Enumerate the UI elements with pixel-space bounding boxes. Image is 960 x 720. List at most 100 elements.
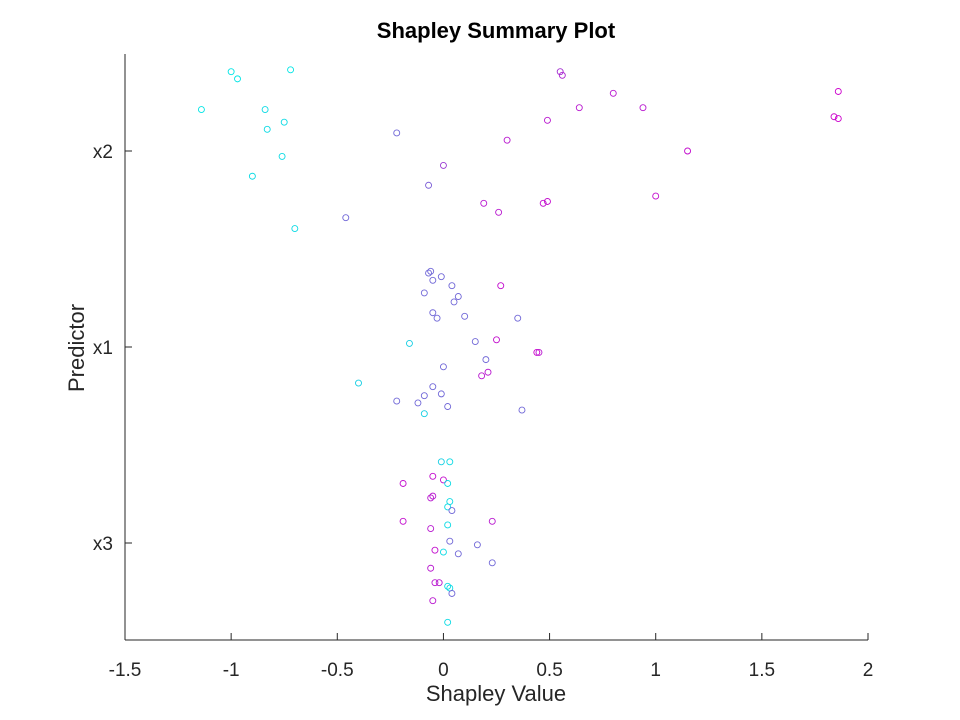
data-point-x1 — [493, 336, 500, 344]
data-point-x3 — [446, 537, 454, 545]
x-tick-label: -1.5 — [109, 660, 142, 681]
data-point-x1 — [393, 397, 401, 405]
data-point-x3 — [454, 550, 462, 558]
data-point-x3 — [437, 458, 445, 466]
data-point-x3 — [444, 618, 452, 626]
x-axis-ticks: -1.5 -1 -0.5 0 0.5 1 1.5 2 — [109, 633, 874, 681]
data-point-x2 — [197, 106, 205, 113]
data-point-x2 — [544, 116, 551, 124]
data-point-x2 — [234, 75, 241, 83]
data-point-x3 — [446, 458, 454, 466]
data-point-x3 — [427, 494, 435, 502]
x-tick-label: 1.5 — [749, 660, 775, 681]
data-point-x2 — [684, 147, 692, 155]
data-point-x3 — [399, 480, 407, 487]
data-point-x2 — [495, 208, 503, 216]
data-point-x3 — [431, 579, 439, 587]
data-point-x1 — [425, 269, 433, 277]
y-axis-ticks: x2 x1 x3 — [93, 142, 132, 555]
data-point-x2 — [439, 161, 447, 169]
data-point-x1 — [533, 348, 541, 356]
data-point-x1 — [414, 399, 422, 407]
data-point-x1 — [518, 406, 526, 414]
x-tick-label: -1 — [223, 660, 240, 681]
data-point-x2 — [263, 125, 271, 133]
data-point-x1 — [420, 392, 428, 400]
data-point-x1 — [429, 383, 437, 391]
data-point-x2 — [652, 192, 660, 200]
y-tick-label-x3: x3 — [93, 534, 113, 555]
chart-title: Shapley Summary Plot — [377, 18, 616, 43]
data-point-x1 — [427, 267, 435, 275]
data-point-x1 — [429, 309, 437, 317]
data-point-x3 — [488, 517, 496, 525]
data-point-x1 — [420, 289, 428, 297]
data-point-x2 — [227, 68, 235, 76]
scatter-points — [197, 66, 842, 626]
data-point-x1 — [497, 282, 505, 290]
data-point-x1 — [482, 356, 490, 364]
data-point-x2 — [291, 225, 299, 232]
data-point-x2 — [639, 104, 647, 112]
data-point-x1 — [433, 314, 441, 322]
data-point-x1 — [406, 339, 413, 347]
data-point-x1 — [484, 368, 492, 376]
data-point-x2 — [287, 66, 295, 74]
data-point-x1 — [437, 273, 445, 281]
data-point-x3 — [444, 480, 452, 487]
data-point-x3 — [427, 525, 435, 533]
x-tick-label: 1 — [650, 660, 661, 681]
y-tick-label-x2: x2 — [93, 142, 113, 163]
data-point-x2 — [575, 104, 583, 112]
data-point-x3 — [429, 597, 437, 605]
data-point-x2 — [539, 199, 547, 207]
data-point-x2 — [393, 129, 401, 137]
x-tick-label: -0.5 — [321, 660, 354, 681]
x-tick-label: 0 — [438, 660, 449, 681]
data-point-x2 — [342, 214, 350, 222]
data-point-x1 — [420, 410, 428, 418]
data-point-x3 — [488, 559, 496, 567]
data-point-x2 — [556, 68, 564, 76]
data-point-x3 — [439, 548, 447, 556]
data-point-x3 — [448, 507, 456, 514]
data-point-x2 — [834, 115, 842, 122]
data-point-x3 — [431, 546, 439, 554]
data-point-x3 — [439, 476, 447, 484]
data-point-x3 — [444, 521, 452, 529]
x-tick-label: 2 — [863, 660, 874, 681]
data-point-x2 — [834, 88, 842, 95]
data-point-x3 — [399, 517, 407, 525]
data-point-x1 — [535, 348, 543, 356]
x-tick-label: 0.5 — [536, 660, 562, 681]
data-point-x2 — [609, 89, 617, 97]
y-axis-label: Predictor — [64, 304, 89, 392]
data-point-x2 — [425, 181, 433, 189]
data-point-x1 — [444, 403, 452, 410]
data-point-x2 — [261, 106, 269, 113]
data-point-x3 — [448, 590, 456, 597]
data-point-x1 — [355, 379, 362, 387]
data-point-x1 — [429, 276, 437, 284]
data-point-x3 — [473, 541, 481, 549]
data-point-x1 — [450, 298, 458, 306]
data-point-x3 — [429, 472, 437, 480]
y-tick-label-x1: x1 — [93, 338, 113, 359]
data-point-x1 — [437, 390, 445, 398]
data-point-x1 — [461, 312, 469, 320]
data-point-x3 — [435, 579, 443, 587]
data-point-x2 — [480, 199, 488, 207]
data-point-x1 — [454, 293, 462, 300]
data-point-x1 — [478, 372, 486, 380]
data-point-x3 — [444, 582, 452, 590]
data-point-x1 — [448, 282, 456, 290]
x-axis-label: Shapley Value — [426, 681, 566, 706]
data-point-x2 — [503, 136, 511, 144]
data-point-x2 — [248, 172, 256, 180]
data-point-x2 — [278, 152, 286, 160]
data-point-x2 — [558, 71, 566, 79]
data-point-x3 — [444, 503, 452, 511]
data-point-x1 — [439, 363, 447, 371]
